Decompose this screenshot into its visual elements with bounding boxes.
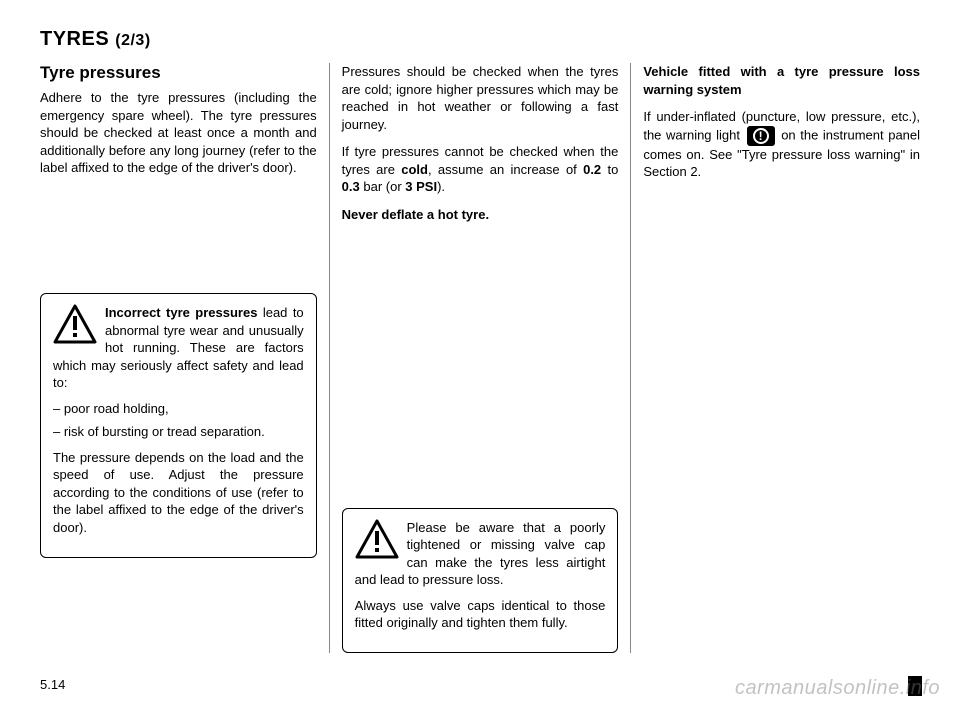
page-title: TYRES (2/3): [40, 28, 920, 51]
title-sub: (2/3): [115, 32, 150, 49]
watermark: carmanualsonline.info: [735, 677, 940, 700]
title-main: TYRES: [40, 28, 115, 50]
col2-para2: If tyre pressures cannot be checked when…: [342, 143, 619, 196]
page-number: 5.14: [40, 677, 65, 692]
tyre-pressures-heading: Tyre pressures: [40, 63, 317, 83]
col1-para1: Adhere to the tyre pressures (including …: [40, 89, 317, 177]
column-1: Tyre pressures Adhere to the tyre pressu…: [40, 63, 329, 653]
tyre-pressure-warning-light-icon: [747, 126, 775, 146]
warning-triangle-icon: [53, 304, 97, 349]
warning1-after: The pressure depends on the load and the…: [53, 449, 304, 537]
col2-p2-d: 0.2: [583, 162, 601, 177]
column-3: Vehicle fitted with a tyre pressure loss…: [631, 63, 920, 653]
warning1-li2: risk of bursting or tread separation.: [53, 423, 304, 441]
warning-triangle-icon: [355, 519, 399, 564]
warning1-li1: poor road holding,: [53, 400, 304, 418]
col3-para1: If under-inflated (puncture, low pressur…: [643, 108, 920, 181]
col2-p2-h: 3 PSI: [405, 179, 437, 194]
warning2-after: Always use valve caps identical to those…: [355, 597, 606, 632]
manual-page: TYRES (2/3) Tyre pressures Adhere to the…: [0, 0, 960, 710]
col2-p2-g: bar (or: [360, 179, 406, 194]
col2-p2-f: 0.3: [342, 179, 360, 194]
col2-para3: Never deflate a hot tyre.: [342, 206, 619, 224]
warning-box-incorrect-pressure: Incorrect tyre pressures lead to abnorma…: [40, 293, 317, 558]
column-2: Pressures should be checked when the tyr…: [330, 63, 631, 653]
col2-para1: Pressures should be checked when the tyr…: [342, 63, 619, 133]
col2-p2-i: ).: [437, 179, 445, 194]
warning-box-valve-cap: Please be aware that a poorly tightened …: [342, 508, 619, 653]
col2-p2-b: cold: [401, 162, 428, 177]
col2-p2-e: to: [601, 162, 618, 177]
content-columns: Tyre pressures Adhere to the tyre pressu…: [40, 63, 920, 653]
col2-p2-c: , assume an increase of: [428, 162, 583, 177]
warning1-lead-bold: Incorrect tyre pressures: [105, 305, 257, 320]
warning1-list: poor road holding, risk of bursting or t…: [53, 400, 304, 441]
col3-heading: Vehicle fitted with a tyre pressure loss…: [643, 63, 920, 98]
